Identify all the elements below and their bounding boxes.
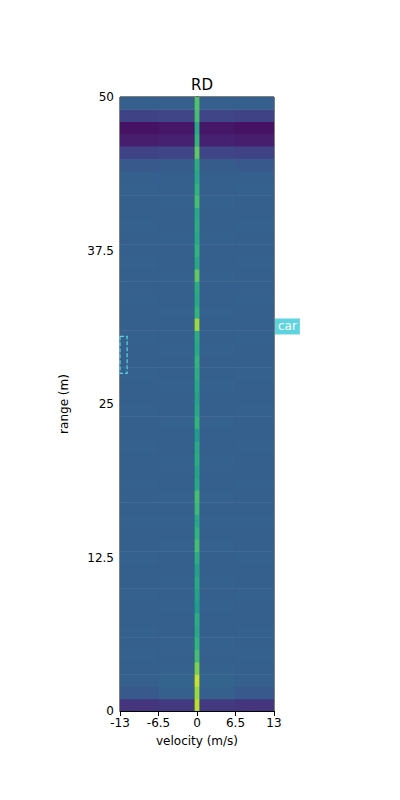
svg-text:37.5: 37.5 — [87, 244, 114, 258]
svg-text:6.5: 6.5 — [226, 716, 245, 730]
svg-text:range (m): range (m) — [57, 374, 71, 434]
svg-text:25: 25 — [99, 397, 114, 411]
svg-text:0: 0 — [193, 716, 201, 730]
svg-text:50: 50 — [99, 90, 114, 104]
svg-text:velocity (m/s): velocity (m/s) — [156, 734, 238, 748]
svg-text:RD: RD — [191, 76, 213, 94]
svg-text:-6.5: -6.5 — [147, 716, 170, 730]
svg-text:car: car — [278, 319, 297, 333]
svg-text:13: 13 — [266, 716, 281, 730]
svg-text:-13: -13 — [110, 716, 130, 730]
svg-text:0: 0 — [106, 704, 114, 718]
svg-text:12.5: 12.5 — [87, 551, 114, 565]
